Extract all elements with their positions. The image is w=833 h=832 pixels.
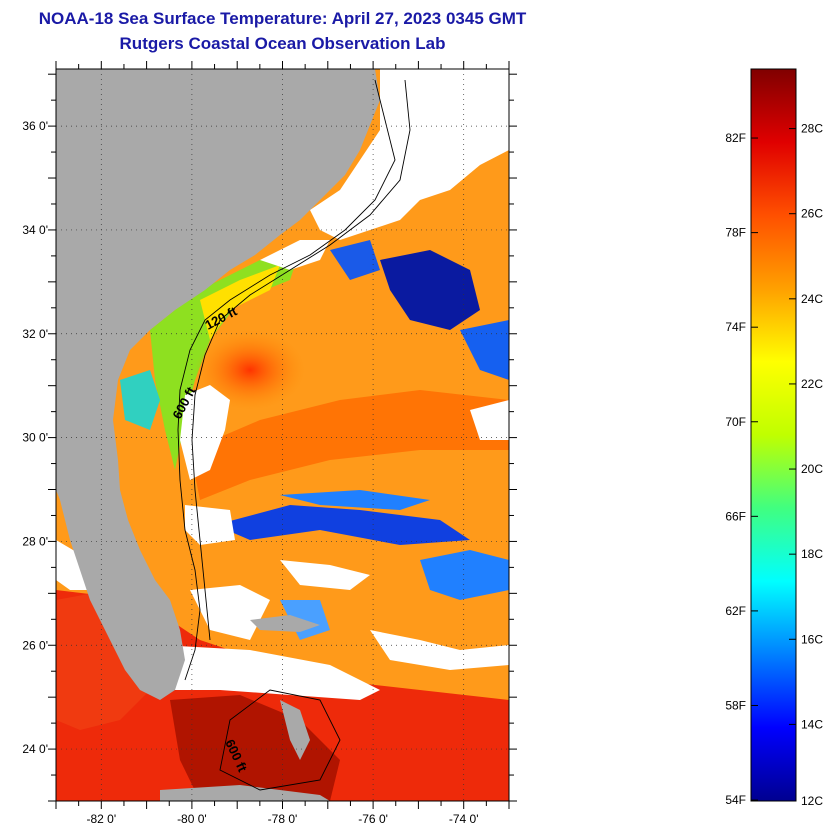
land-bahamas-andros <box>280 700 310 760</box>
coastal-cyan-patch <box>120 370 160 430</box>
cloud-25n-band <box>160 645 380 700</box>
colorbar-f-label: 66F <box>725 509 746 523</box>
colorbar-f-label: 78F <box>725 226 746 240</box>
cold-patch-n <box>330 240 380 280</box>
map-gridlines <box>56 69 509 801</box>
lon-tick-label: -82 0' <box>86 812 116 826</box>
lat-tick-label: 34 0' <box>22 223 48 237</box>
colorbar-f-label: 70F <box>725 415 746 429</box>
coastal-shelf-yellow <box>200 265 280 340</box>
colorbar-f-label: 54F <box>725 793 746 807</box>
cloud-east-mid <box>470 400 509 440</box>
lat-tick-label: 32 0' <box>22 327 48 341</box>
land-bahamas-abaco <box>250 615 320 632</box>
colorbar-c-label: 26C <box>801 207 823 221</box>
bathymetry-contours <box>177 79 411 791</box>
contour-line-bahamas <box>219 689 341 791</box>
colorbar-f-label: 82F <box>725 131 746 145</box>
colorbar-c-label: 16C <box>801 632 823 646</box>
colorbar-f-label: 62F <box>725 604 746 618</box>
colorbar-f-label: 74F <box>725 320 746 334</box>
cold-patch-ne <box>380 250 480 330</box>
gulf-stream-warm <box>190 390 509 500</box>
colorbar-c-label: 22C <box>801 377 823 391</box>
colorbar-c-label: 28C <box>801 122 823 136</box>
lon-tick-label: -80 0' <box>177 812 207 826</box>
contour-line-120ft <box>177 79 396 681</box>
land-mainland <box>56 69 380 700</box>
lat-tick-label: 24 0' <box>22 742 48 756</box>
cloud-26n-east <box>370 630 509 670</box>
lat-tick-label: 26 0' <box>22 638 48 652</box>
colorbar-fahrenheit-scale: 54F 58F 62F 66F 70F 74F 78F 82F <box>725 131 758 807</box>
colorbar-c-label: 18C <box>801 547 823 561</box>
cloud-30n <box>180 385 230 480</box>
colorbar-c-label: 24C <box>801 292 823 306</box>
lon-tick-label: -78 0' <box>268 812 298 826</box>
lat-tick-label: 28 0' <box>22 534 48 548</box>
cloud-26n-band <box>190 585 270 640</box>
lon-tick-label: -76 0' <box>358 812 388 826</box>
cold-filament-1 <box>215 505 470 545</box>
lat-tick-label: 36 0' <box>22 119 48 133</box>
colorbar-celsius-scale: 12C 14C 16C 18C 20C 22C 24C 26C 28C <box>789 122 823 808</box>
colorbar: 54F 58F 62F 66F 70F 74F 78F 82F 12C 14C 16C 18C 20C… <box>725 68 823 808</box>
cloud-27n <box>280 560 370 590</box>
map-title: NOAA-18 Sea Surface Temperature: April 2… <box>38 9 527 28</box>
lon-tick-label: -74 0' <box>449 812 479 826</box>
cloud-northeast <box>310 69 509 240</box>
longitude-axis: -82 0' -80 0' -78 0' -76 0' -74 0' <box>55 61 510 826</box>
warm-eddy <box>195 330 305 410</box>
map-subtitle: Rutgers Coastal Ocean Observation Lab <box>119 34 446 53</box>
cold-filament-2 <box>280 490 430 510</box>
coastal-shelf-cool <box>150 250 300 470</box>
colorbar-f-label: 58F <box>725 698 746 712</box>
contour-line-600ft <box>191 79 411 641</box>
colorbar-c-label: 12C <box>801 794 823 808</box>
latitude-axis: 24 0' 26 0' 28 0' 30 0' 32 0' 34 0' 36 0' <box>22 73 517 802</box>
cold-patch-e <box>460 320 509 380</box>
colorbar-c-label: 14C <box>801 717 823 731</box>
colorbar-c-label: 20C <box>801 462 823 476</box>
cold-patch-se <box>420 550 509 600</box>
cloud-masks <box>56 69 509 700</box>
cloud-north-offshore <box>260 240 330 270</box>
lat-tick-label: 30 0' <box>22 431 48 445</box>
land-cuba <box>160 785 330 801</box>
colorbar-gradient <box>750 68 797 802</box>
